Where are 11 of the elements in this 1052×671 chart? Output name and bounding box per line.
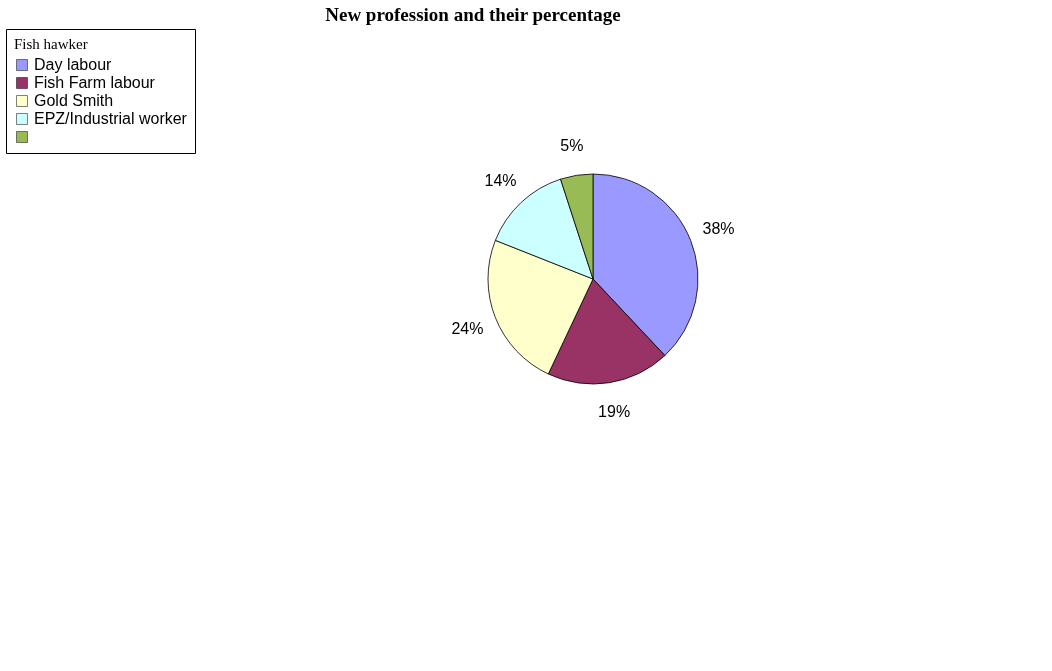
data-label: 19% — [598, 403, 631, 421]
legend-label: Day labour — [34, 56, 113, 73]
data-label: 5% — [560, 136, 584, 154]
legend-title: Fish hawker — [14, 36, 88, 52]
data-label: 24% — [451, 319, 484, 337]
legend-label: Fish Farm labour — [34, 74, 156, 91]
legend-label: Gold Smith — [34, 92, 114, 109]
data-label: 38% — [702, 220, 735, 238]
chart-title: New profession and their percentage — [325, 3, 621, 25]
legend-label: EPZ/Industrial worker — [34, 110, 188, 127]
data-label: 14% — [484, 171, 517, 189]
